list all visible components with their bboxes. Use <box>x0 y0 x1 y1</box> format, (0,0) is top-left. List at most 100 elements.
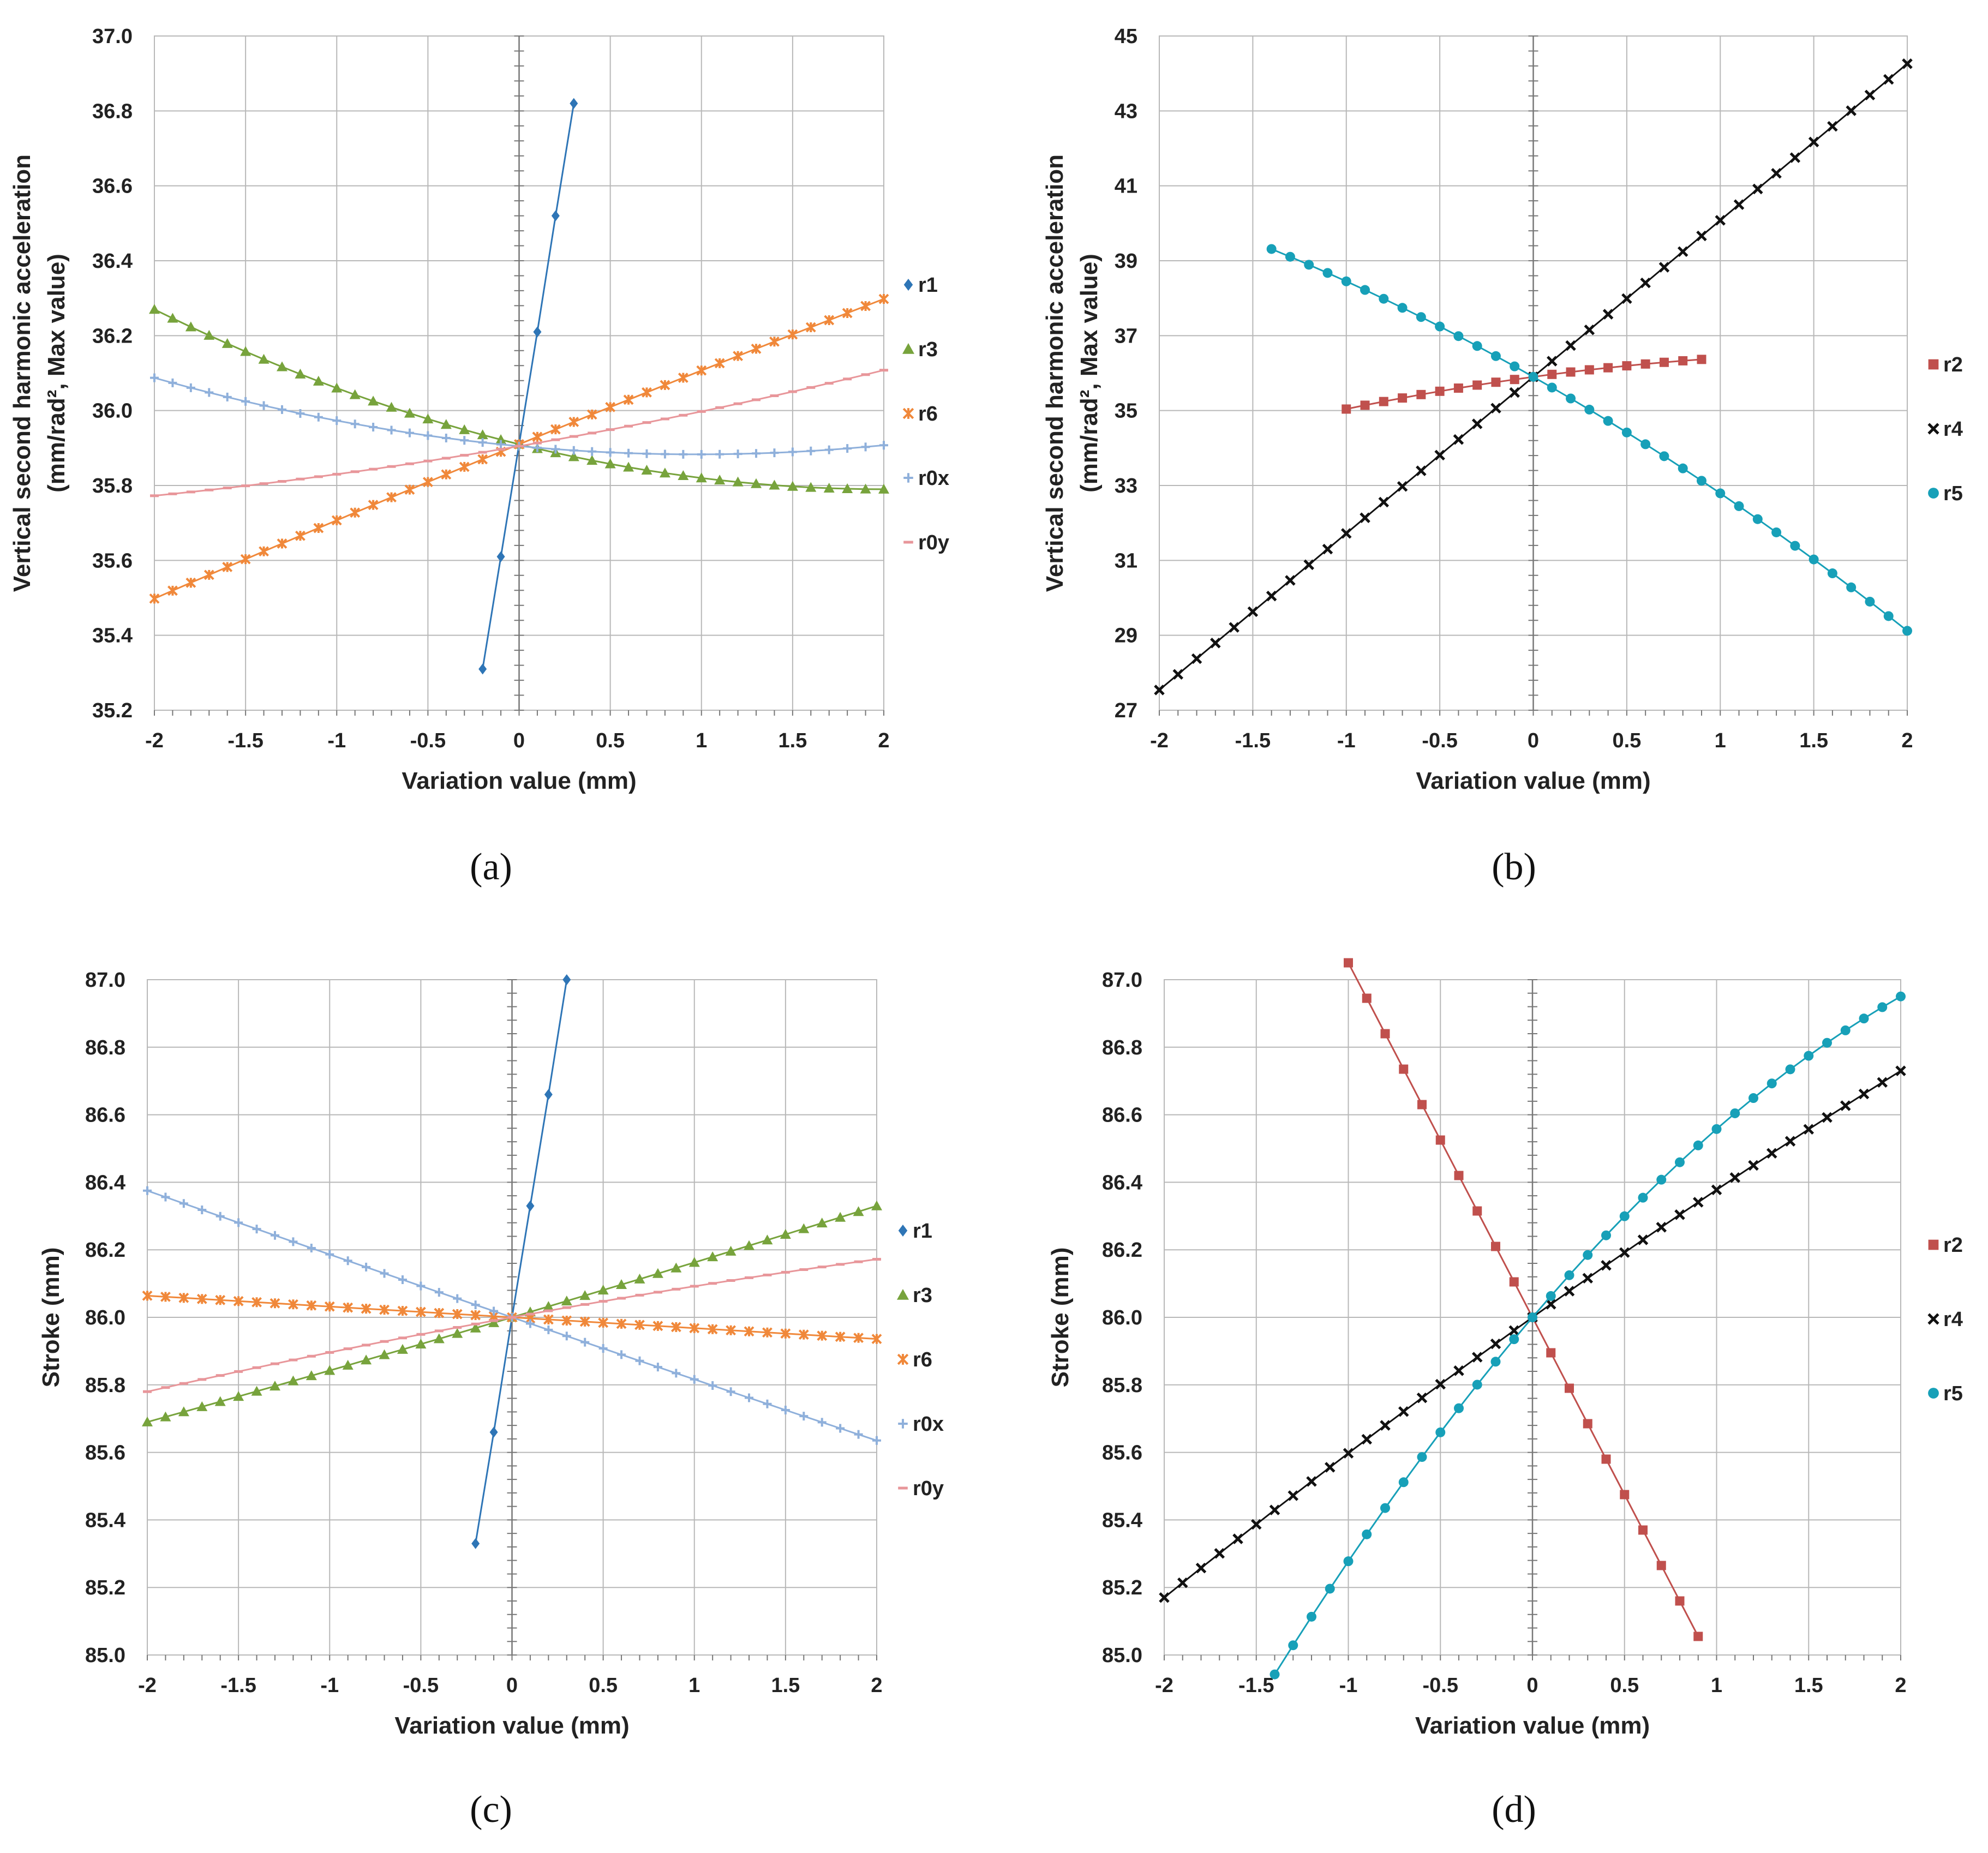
data-point-r3 <box>616 1279 627 1290</box>
x-tick-label: -1 <box>1339 1674 1358 1697</box>
x-tick-label: -0.5 <box>1422 729 1457 752</box>
data-point-r2 <box>1435 386 1445 396</box>
y-tick-label: 35 <box>1115 400 1137 423</box>
data-point-r3 <box>361 1354 372 1365</box>
data-point-r0x <box>872 1436 881 1445</box>
data-point-r3 <box>349 389 361 399</box>
data-point-r0x <box>799 1412 809 1421</box>
data-point-r4 <box>1621 293 1632 304</box>
y-tick-label: 35.2 <box>92 699 133 722</box>
data-point-r5 <box>1711 1124 1722 1134</box>
x-tick-label: -0.5 <box>410 729 446 752</box>
data-point-r4 <box>1269 1504 1280 1515</box>
data-point-r4 <box>1214 1548 1225 1559</box>
x-tick-label: -2 <box>1155 1674 1173 1697</box>
data-point-r5 <box>1619 1211 1630 1221</box>
data-point-r0x <box>387 425 396 435</box>
data-point-r5 <box>1285 251 1295 262</box>
data-point-r6 <box>598 1317 609 1328</box>
data-point-r2 <box>1416 389 1426 399</box>
y-tick-label: 43 <box>1115 100 1137 123</box>
data-point-r4 <box>1195 1562 1207 1574</box>
data-point-r2 <box>1417 1100 1427 1110</box>
data-point-r5 <box>1678 463 1688 473</box>
data-point-r5 <box>1343 1556 1354 1567</box>
data-point-r4 <box>1435 1378 1446 1390</box>
x-tick-label: 0.5 <box>589 1674 618 1697</box>
data-point-r2 <box>1566 367 1576 377</box>
y-tick-label: 85.4 <box>1102 1509 1142 1532</box>
data-point-r6 <box>696 365 707 376</box>
y-tick-label: 86.4 <box>1102 1171 1142 1194</box>
data-point-r0x <box>653 1363 662 1372</box>
data-point-r0x <box>270 1231 279 1240</box>
data-point-r5 <box>1546 1291 1556 1301</box>
data-point-r3 <box>149 304 160 314</box>
data-point-r6 <box>532 431 543 442</box>
data-point-r5 <box>1883 611 1894 621</box>
data-point-r6 <box>817 1330 828 1341</box>
data-point-r6 <box>215 1294 226 1305</box>
y-tick-label: 41 <box>1115 175 1137 198</box>
data-point-r3 <box>452 1328 463 1338</box>
data-point-r3 <box>853 1206 864 1216</box>
data-point-r5 <box>1564 1270 1574 1280</box>
data-point-r6 <box>769 336 780 347</box>
x-tick-label: 2 <box>1895 1674 1906 1697</box>
data-point-r4 <box>1864 89 1876 100</box>
data-point-r5 <box>1734 501 1744 511</box>
y-tick-label: 85.0 <box>85 1644 125 1667</box>
data-point-r3 <box>240 346 252 356</box>
data-point-r0x <box>380 1269 389 1278</box>
data-point-r4 <box>1509 387 1520 398</box>
data-point-r0x <box>588 447 597 456</box>
data-point-r1 <box>496 551 505 562</box>
data-point-r3 <box>744 1240 755 1250</box>
data-point-r6 <box>404 484 415 495</box>
data-point-r5 <box>1656 1174 1667 1185</box>
x-tick-label: -1.5 <box>1238 1674 1274 1697</box>
data-point-r3 <box>805 482 817 492</box>
data-point-r1 <box>544 1089 553 1100</box>
data-point-r6 <box>331 515 342 526</box>
data-point-r0x <box>598 1344 608 1353</box>
data-point-r6 <box>178 1292 189 1303</box>
legend-label-r0x: r0x <box>913 1413 944 1436</box>
data-point-r6 <box>678 373 688 383</box>
data-point-r3 <box>623 461 634 472</box>
y-tick-label: 45 <box>1115 25 1137 48</box>
panel-label: (a) <box>470 846 512 888</box>
data-point-r6 <box>149 593 160 604</box>
data-point-r5 <box>1840 1025 1851 1035</box>
data-point-r1 <box>562 974 571 985</box>
data-point-r3 <box>313 375 324 386</box>
data-point-r4 <box>1361 1434 1373 1445</box>
data-point-r0x <box>143 1186 152 1195</box>
data-point-r0x <box>861 442 870 452</box>
data-point-r3 <box>142 1416 153 1426</box>
data-point-r4 <box>1306 1476 1317 1487</box>
legend-label-r6: r6 <box>918 403 938 425</box>
y-tick-label: 85.2 <box>1102 1576 1142 1599</box>
data-point-r3 <box>568 451 579 461</box>
data-point-r6 <box>160 1291 171 1302</box>
data-point-r5 <box>1325 1584 1335 1594</box>
data-point-r3 <box>386 401 397 412</box>
data-point-r4 <box>1490 403 1501 414</box>
data-point-r0x <box>441 434 451 443</box>
y-tick-label: 87.0 <box>1102 969 1142 992</box>
data-point-r6 <box>459 461 470 472</box>
data-point-r5 <box>1417 1452 1427 1462</box>
x-tick-label: 1 <box>696 729 707 752</box>
data-point-r6 <box>878 293 889 304</box>
data-point-r0x <box>362 1262 371 1272</box>
data-point-r5 <box>1584 404 1595 415</box>
x-tick-label: 2 <box>871 1674 882 1697</box>
y-tick-label: 85.2 <box>85 1576 125 1599</box>
y-tick-label: 85.8 <box>1102 1374 1142 1397</box>
data-point-r0x <box>817 1418 827 1427</box>
data-point-r4 <box>1453 1365 1464 1376</box>
data-point-r0x <box>836 1424 845 1433</box>
data-point-r6 <box>561 1315 572 1326</box>
data-point-r4 <box>1766 1148 1777 1159</box>
